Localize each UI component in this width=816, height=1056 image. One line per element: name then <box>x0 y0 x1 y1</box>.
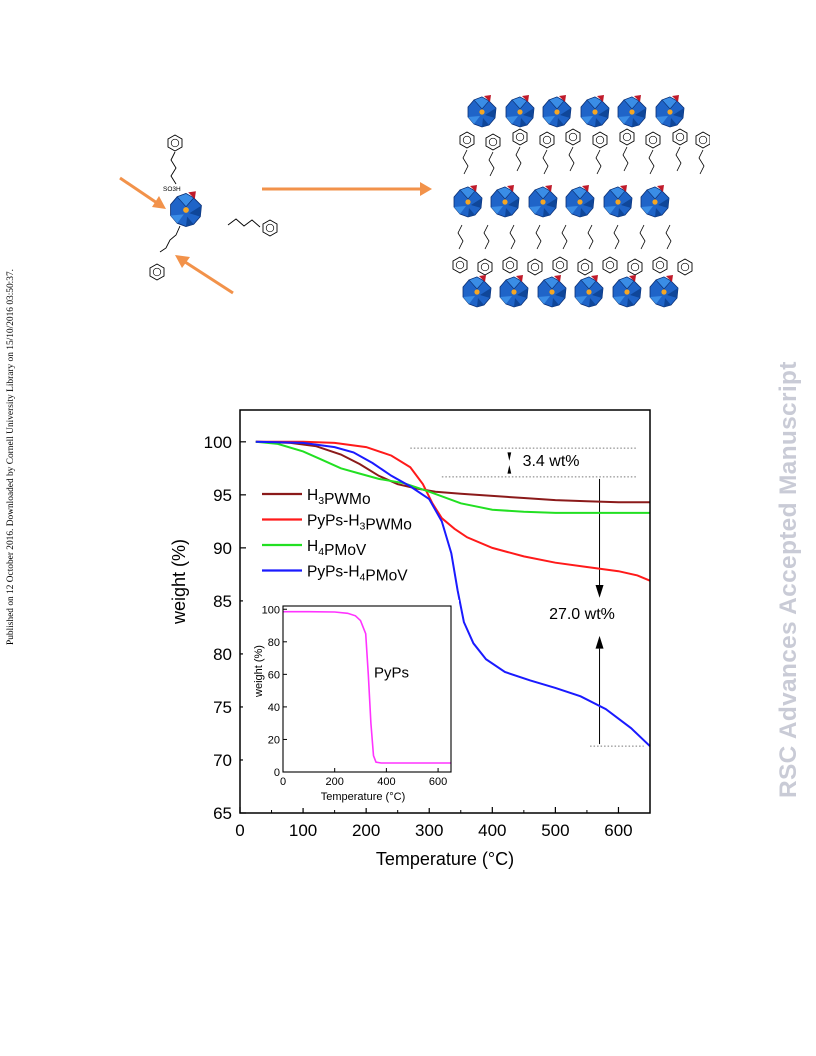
x-tick-label: 400 <box>478 821 506 840</box>
arrow-small-down <box>507 452 512 461</box>
x-tick-label: 0 <box>235 821 244 840</box>
annotation-27-0-wt: 27.0 wt% <box>549 606 615 623</box>
pom-layer-top <box>467 94 685 128</box>
y-tick-label: 75 <box>213 698 232 717</box>
plot-frame <box>239 409 651 814</box>
series-line-1 <box>255 440 651 582</box>
inset-y-tick-label: 80 <box>268 637 280 649</box>
single-pom-cluster: SO3H <box>149 134 278 281</box>
inset-y-tick-label: 40 <box>268 702 280 714</box>
inset-series-name: PyPs <box>374 665 409 682</box>
x-tick-label: 500 <box>541 821 569 840</box>
x-tick-label: 300 <box>415 821 443 840</box>
arrow-large-up-head <box>595 635 604 649</box>
y-tick-label: 65 <box>213 804 232 823</box>
y-tick-label: 90 <box>213 539 232 558</box>
tga-chart: 0 100 200 300 400 500 60065707580859095100Temp… <box>169 409 651 869</box>
y-tick-label: 95 <box>213 486 232 505</box>
inset-x-tick-label: 400 <box>377 776 395 788</box>
inset-background <box>243 600 459 808</box>
inset-x-tick-label: 600 <box>429 776 447 788</box>
inset-y-tick-label: 60 <box>268 669 280 681</box>
sulfonate-label: SO3H <box>163 186 181 193</box>
organic-layer-upper <box>459 128 710 177</box>
inset-x-tick-label: 200 <box>326 776 344 788</box>
x-tick-label: 100 <box>289 821 317 840</box>
inset-frame <box>282 605 452 773</box>
x-tick-label: 200 <box>352 821 380 840</box>
arrow-large-down-head <box>595 584 604 598</box>
inset-x-tick-label: 0 <box>280 776 286 788</box>
inset-y-tick-label: 20 <box>268 734 280 746</box>
legend-label-0: H3PWMo <box>307 487 371 508</box>
accepted-manuscript-watermark: RSC Advances Accepted Manuscript <box>775 361 802 798</box>
inset-y-tick-label: 100 <box>262 604 280 616</box>
arrow-small-up <box>507 465 512 474</box>
legend-label-1: PyPs-H3PWMo <box>307 513 412 534</box>
y-tick-label: 70 <box>213 751 232 770</box>
series-line-2 <box>255 440 650 514</box>
x-tick-label: 600 <box>604 821 632 840</box>
pom-layer-bottom <box>462 274 679 308</box>
legend-label-2: H4PMoV <box>307 538 367 559</box>
series-line-3 <box>255 440 651 747</box>
assembly-scheme: SO3H <box>119 94 710 308</box>
inset-series-line <box>283 610 451 764</box>
inset-x-axis-label: Temperature (°C) <box>321 791 405 803</box>
pom-layer-middle <box>453 184 670 218</box>
y-tick-label: 85 <box>213 592 232 611</box>
y-tick-label: 80 <box>213 645 232 664</box>
layered-assembly <box>452 94 710 308</box>
x-axis-label: Temperature (°C) <box>376 849 514 869</box>
legend-label-3: PyPs-H4PMoV <box>307 564 408 585</box>
orange-arrows <box>119 176 432 295</box>
annotation-3-4-wt: 3.4 wt% <box>523 453 580 470</box>
y-axis-label: weight (%) <box>169 539 189 625</box>
publication-note: Published on 12 October 2016. Downloaded… <box>6 269 16 645</box>
inset-y-tick-label: 0 <box>274 767 280 779</box>
y-tick-label: 100 <box>204 433 232 452</box>
inset-y-axis-label: weight (%) <box>253 645 265 698</box>
organic-layer-lower <box>457 224 672 250</box>
